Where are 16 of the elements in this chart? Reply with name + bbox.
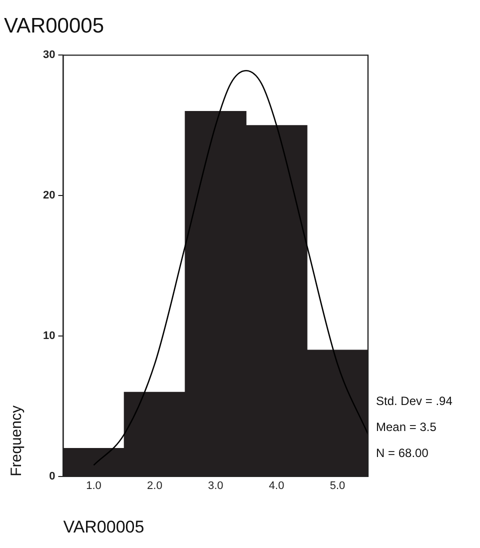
y-tick-label: 10 — [42, 330, 56, 342]
y-tick-label: 20 — [42, 190, 56, 202]
x-tick-label: 5.0 — [330, 480, 346, 492]
y-axis-title: Frequency — [8, 405, 26, 476]
y-tick-label: 30 — [42, 49, 56, 62]
x-tick-label: 4.0 — [268, 480, 284, 492]
line-series — [93, 70, 368, 466]
text: Mean = 3.5 — [376, 419, 438, 436]
x-tick-label: 2.0 — [147, 480, 162, 492]
x-tick-label: 3.0 — [208, 480, 224, 492]
x-tick-label: 1.0 — [86, 480, 102, 492]
text: Std. Dev = .94 — [376, 393, 452, 410]
chart-title: VAR00005 — [4, 14, 104, 38]
text: N = 68.00 — [376, 445, 430, 462]
y-tick-label: 0 — [49, 470, 56, 482]
x-axis-title: VAR00005 — [63, 517, 144, 536]
